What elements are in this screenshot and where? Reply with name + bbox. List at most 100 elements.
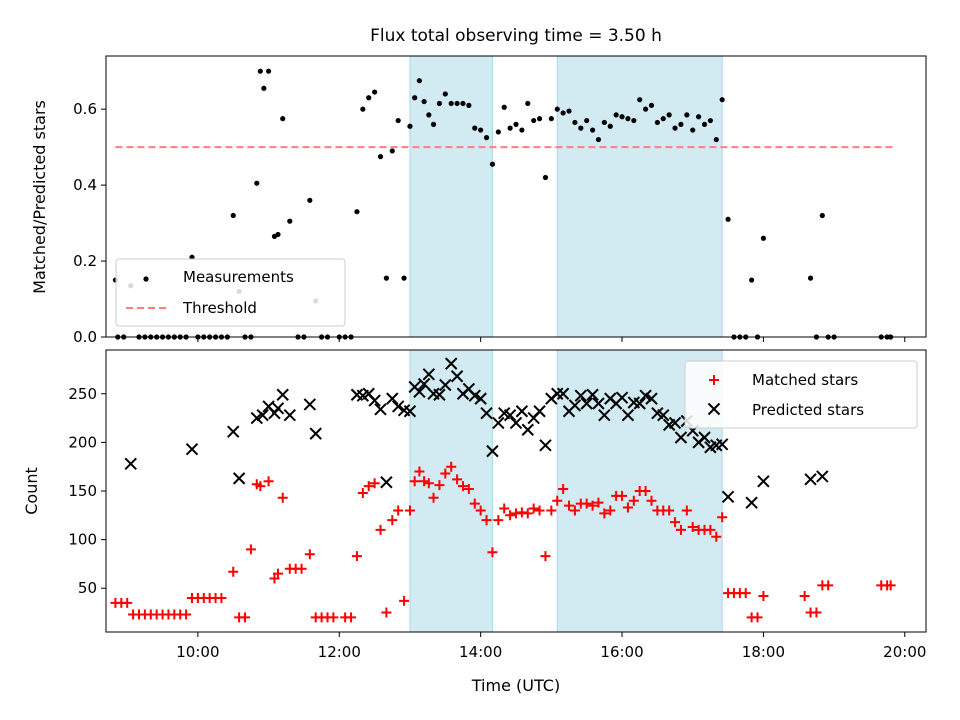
y-tick-label: 0.2 [73,252,97,270]
matched-stars-point [440,468,451,479]
predicted-stars-point [674,431,688,444]
measurements-point [483,135,490,141]
measurements-point [666,112,672,118]
measurements-point [648,102,655,108]
shaded-interval [409,55,493,338]
legend-marker-matched-stars [709,375,719,385]
legend-box [115,258,346,327]
predicted-stars-point [698,431,711,444]
y-tick-label: 250 [68,385,97,403]
measurements-point [584,117,590,124]
y-axis-label: Count [22,467,41,515]
matched-stars-point [823,580,834,591]
measurements-point [421,98,427,105]
measurements-point [713,136,719,143]
predicted-stars-point [645,392,658,405]
matched-stars-point [534,505,545,516]
matched-stars-point [375,524,386,535]
measurements-point [637,97,643,103]
matched-stars-point [587,500,598,511]
matched-stars-point [528,503,539,514]
predicted-stars-point [271,402,285,415]
predicted-stars-point [721,490,735,504]
predicted-stars-point [615,391,629,404]
matched-stars-point [717,512,728,523]
matched-stars-point [304,549,315,560]
matched-stars-point [399,595,410,606]
measurements-point [454,100,460,107]
measurements-point [572,119,578,126]
matched-stars-point [381,607,392,618]
measurements-point [280,116,286,122]
matched-stars-point [363,481,374,492]
matched-stars-point [552,495,563,506]
predicted-stars-point [574,389,588,402]
y-tick-label: 100 [68,531,97,549]
shaded-interval [409,349,493,633]
predicted-stars-point [468,389,481,402]
matched-stars-point [277,492,288,503]
predicted-stars-point [276,388,289,401]
matched-stars-point [469,498,480,509]
matched-stars-point [705,524,716,535]
measurements-point [701,121,708,127]
measurements-point [696,114,702,120]
predicted-stars-point [621,408,635,422]
matched-stars-point [622,502,633,513]
matched-stars-point [328,612,339,623]
matched-stars-point [393,505,404,516]
y-tick-label: 200 [68,433,97,451]
measurements-point [690,127,696,133]
measurements-point [595,136,602,143]
measurements-point [589,127,596,133]
chart-title: Flux total observing time = 3.50 h [370,26,662,46]
measurements-point [578,125,584,131]
x-tick-label: 16:00 [600,643,643,661]
legend-marker-predicted-stars [707,402,721,416]
predicted-stars-point [417,377,431,391]
measurements-point [613,112,619,118]
x-tick-label: 20:00 [883,643,926,661]
measurements-point [416,78,422,84]
matched-stars-point [617,490,628,501]
measurements-point [401,275,407,281]
panel-counts: 50 100 150 200 250 10:00 12:00 14:00 16:00 18:00… [22,349,927,695]
predicted-stars-point [509,416,523,430]
predicted-stars-point [124,457,137,470]
predicted-stars-point [592,397,605,410]
predicted-stars-point [515,405,529,418]
measurements-point [257,68,263,74]
measurements-point [807,275,814,281]
matched-stars-point [540,551,551,562]
predicted-stars-point [185,442,199,456]
predicted-stars-point [503,408,517,422]
measurements-point [725,216,731,222]
measurements-point [466,102,472,108]
measurements-point [261,85,267,91]
matched-stars-point [711,531,722,542]
matched-stars-point [499,503,510,514]
matched-stars-point [263,476,274,487]
predicted-stars-point [480,406,493,420]
predicted-stars-point [444,357,458,370]
matched-stars-point [457,481,468,492]
matched-stars-point [434,480,445,491]
matched-stars-point [687,521,698,532]
measurements-point [354,209,360,215]
measurements-point [275,231,281,238]
measurements-point [566,108,572,114]
matched-stars-point [296,563,307,574]
predicted-stars-point [450,370,464,383]
matched-stars-point [351,551,362,562]
matched-stars-point [740,588,751,599]
matched-stars-point [122,597,133,608]
predicted-stars-point [303,398,317,411]
measurements-point [489,161,496,167]
measurements-point [684,112,690,118]
predicted-stars-point [539,439,552,452]
matched-stars-point [505,510,516,521]
predicted-stars-point [580,397,593,410]
matched-stars-point [546,505,557,516]
measurements-point [265,68,272,74]
matched-stars-point [419,476,430,487]
